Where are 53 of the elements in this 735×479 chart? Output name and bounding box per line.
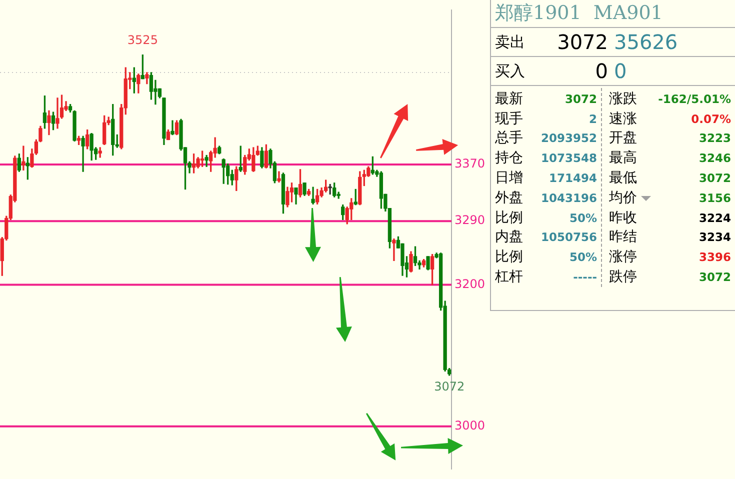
text: 0 [613,59,628,83]
text: 外盘 [494,188,524,207]
annotation: 3525 [127,32,158,47]
y-tick-label: 3370 [454,156,486,171]
text: 3246 [698,151,732,166]
text: 1043196 [540,190,597,205]
text: 总手 [494,129,524,148]
text: 郑醇1901 MA901 [491,0,735,28]
text: 昨收 [608,208,638,227]
text: 比例 [494,208,524,227]
text: 3223 [698,131,732,146]
text: 速涨 [608,110,638,128]
y-tick-label: 3290 [454,213,486,228]
text: 开盘 [608,129,638,148]
text: 3072 [698,270,732,284]
text: 3396 [698,250,732,264]
text: 50% [568,210,597,225]
text: 1073548 [540,151,597,166]
annotation: 3072 [434,380,465,394]
text: -162/5.01% [657,92,732,106]
text: 35626 [613,30,679,54]
text: 现手 [494,110,524,128]
text: 持仓 [494,149,524,168]
text: 3072 [698,171,732,186]
y-tick-label: 3000 [454,418,486,432]
text: 3234 [698,230,732,244]
text: 日增 [494,169,524,188]
text: 3224 [698,210,732,225]
text: 1050756 [540,230,597,244]
text: 3072 [556,30,608,54]
text: 昨结 [608,228,638,246]
text: 最低 [608,169,638,188]
text: ----- [572,270,597,284]
text: 卖出 [494,32,526,52]
text: 涨跌 [608,90,638,108]
text: 内盘 [494,228,524,246]
text: 比例 [494,248,524,266]
text: 171494 [548,171,597,186]
text: 0 [594,59,608,83]
text: 3156 [698,190,732,205]
text: 买入 [494,62,526,80]
text: 3072 [564,92,597,106]
text: 涨停 [608,248,638,266]
text: 杠杆 [494,268,524,286]
text: 跌停 [608,268,638,286]
text: 0.07% [690,112,732,126]
text: 2093952 [540,131,597,146]
text: 50% [568,250,597,264]
text: 最高 [608,149,638,168]
text: 最新 [494,90,524,108]
text: 2 [588,112,597,126]
text: 均价 [608,188,638,207]
y-tick-label: 3200 [454,276,486,291]
